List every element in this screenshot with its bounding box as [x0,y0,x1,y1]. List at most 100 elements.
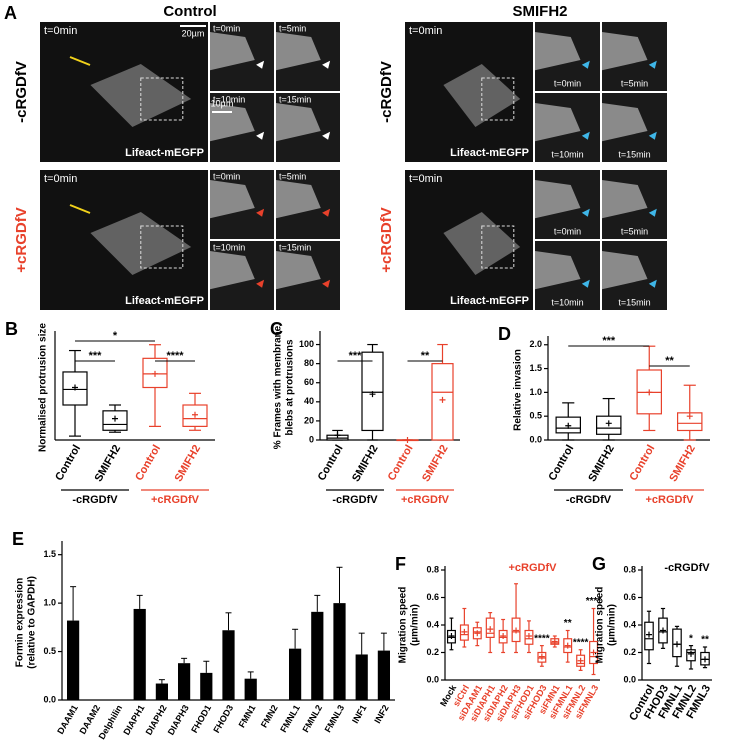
bracket-label: *** [349,350,363,362]
time-label: t=0min [409,25,442,37]
inset-time: t=5min [279,171,306,181]
y-axis-title: Migration speed [595,587,606,664]
inset-time: t=15min [279,94,311,104]
mean [500,633,507,639]
inset-time: t=0min [213,23,240,33]
arrowhead [648,131,657,140]
y-tick-label: 2.0 [529,339,542,349]
mean [334,432,341,439]
time-label: t=0min [44,173,77,185]
y-axis-title: Relative invasion [513,349,524,431]
y-tick-label: 80 [304,358,314,368]
row-label: +cRGDfV [378,207,395,272]
panel-letter: F [395,554,406,574]
y-axis-title: (relative to GAPDH) [27,576,38,669]
scale-label: 20µm [182,28,205,38]
inset-time: t=10min [551,149,583,159]
y-tick-label: 0.4 [426,619,439,629]
mean [605,420,612,427]
arrowhead [581,131,590,140]
bar [288,648,302,700]
panel-letter: G [592,554,606,574]
y-tick-label: 40 [304,396,314,406]
row-label: -cRGDfV [13,61,30,123]
y-axis-title: (µm/min) [410,604,421,646]
panel-letter: D [498,324,511,344]
x-tick-label: SMIFH2 [350,443,381,484]
inset-time: t=10min [551,297,583,307]
y-tick-label: 0.2 [426,647,439,657]
mean [474,630,481,637]
bar [66,620,80,700]
mean [72,384,78,391]
arrowhead [256,60,265,69]
row-label: +cRGDfV [13,207,30,272]
inset-cell [210,32,255,71]
arrowhead [322,60,331,69]
mean [551,638,558,645]
inset-cell [535,103,581,142]
mean [646,389,653,396]
arrowhead [648,279,657,288]
inset-time: t=0min [213,171,240,181]
x-tick-label: DAAM1 [55,703,80,736]
group-label: +cRGDfV [401,494,450,506]
y-tick-label: 0.5 [529,411,542,421]
inset-time: t=5min [279,23,306,33]
inset-cell [535,251,581,290]
bracket-label: * [113,330,118,342]
y-tick-label: 20 [304,415,314,425]
roi-box [481,225,515,269]
y-axis-title: % Frames with membrane [273,325,284,449]
inset-time: t=5min [621,78,648,88]
y-tick-label: 0.0 [426,674,439,684]
inset-cell [276,251,321,290]
arrowhead [581,60,590,69]
x-tick-label: DIAPH3 [166,703,191,737]
x-tick-label: FMNL1 [278,703,302,734]
panel-letter: A [4,3,17,23]
x-tick-label: DAAM2 [77,703,102,736]
x-tick-label: Control [386,443,416,483]
arrowhead [322,208,331,217]
mean [565,422,572,429]
roi-box [481,77,515,121]
annotation: +cRGDfV [509,562,558,574]
x-tick-label: FMN2 [259,703,280,729]
inset-cell [276,103,321,142]
y-tick-label: 0.5 [43,646,56,656]
group-label: +cRGDfV [151,494,200,506]
arrowhead [581,208,590,217]
arrowhead [256,131,265,140]
inset-cell [602,180,648,219]
mean [538,653,545,660]
mean [660,627,666,634]
inset-cell [602,32,648,71]
arrowhead [581,279,590,288]
significance: **** [534,633,550,644]
x-tick-label: FMN1 [237,703,258,729]
y-tick-label: 0.4 [623,619,636,629]
y-tick-label: 1.5 [43,549,56,559]
inset-time: t=0min [554,78,581,88]
y-tick-label: 0.6 [623,592,636,602]
group-label: -cRGDfV [566,494,612,506]
bar [311,611,324,700]
x-tick-label: INF1 [350,703,368,725]
y-tick-label: 0.0 [623,674,636,684]
inset-cell [535,180,581,219]
y-axis-title: blebs at protrusions [285,339,296,436]
significance: ** [564,618,572,629]
inset-cell [276,32,321,71]
significance: **** [586,596,602,607]
scale-label: 10µm [211,98,234,108]
mean [439,396,446,403]
arrowhead [648,60,657,69]
mean [590,649,597,656]
mean [688,650,694,657]
bracket-label: *** [602,335,616,347]
mean [152,370,158,377]
mean [525,633,532,639]
bracket-label: ** [421,350,430,362]
marker-label: Lifeact-mEGFP [125,295,204,307]
